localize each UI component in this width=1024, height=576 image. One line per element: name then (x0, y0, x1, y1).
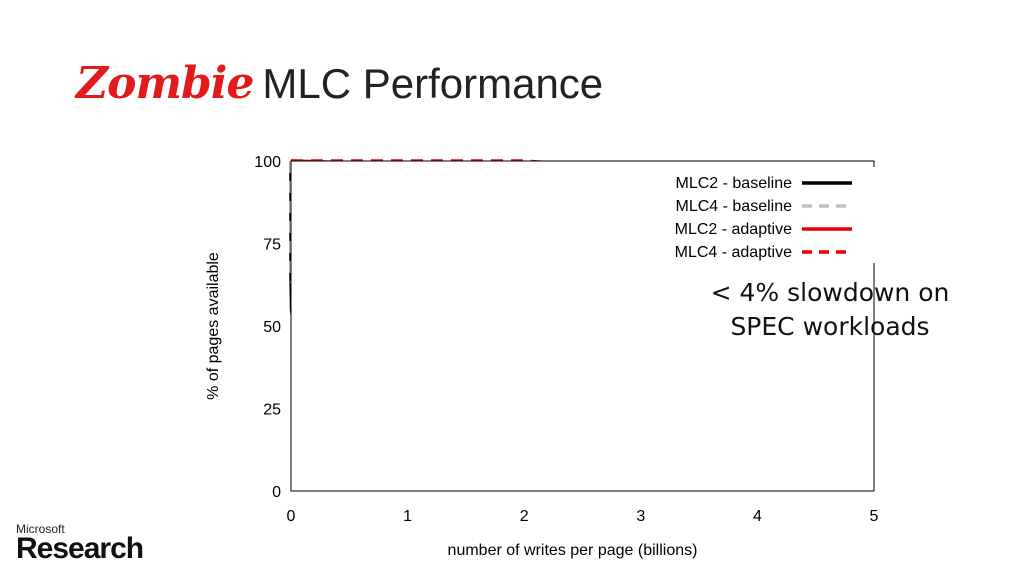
y-axis-label: % of pages available (205, 252, 222, 400)
slide-title: Zombie MLC Performance (76, 58, 603, 109)
callout-line-2: SPEC workloads (730, 312, 930, 341)
y-tick-label: 100 (254, 154, 281, 171)
x-tick-label: 3 (636, 508, 645, 525)
callout-text: < 4% slowdown on SPEC workloads (690, 276, 970, 344)
legend-label: MLC2 - baseline (676, 175, 793, 192)
x-tick-label: 0 (287, 508, 296, 525)
x-axis-label: number of writes per page (billions) (448, 542, 698, 559)
y-tick-label: 25 (263, 402, 281, 419)
logo-microsoft: Microsoft (16, 522, 65, 536)
y-tick-label: 50 (263, 319, 281, 336)
x-tick-label: 1 (403, 508, 412, 525)
x-tick-label: 4 (753, 508, 762, 525)
legend-label: MLC2 - adaptive (675, 221, 792, 238)
title-accent: Zombie (76, 58, 254, 109)
legend-label: MLC4 - baseline (676, 198, 793, 215)
y-tick-label: 0 (272, 484, 281, 501)
logo-research: Research (16, 532, 144, 565)
title-main: MLC Performance (262, 60, 604, 107)
microsoft-research-logo: Microsoft Research (16, 522, 144, 566)
y-tick-label: 75 (263, 237, 281, 254)
legend-label: MLC4 - adaptive (675, 244, 792, 261)
x-tick-label: 5 (870, 508, 879, 525)
callout-line-1: < 4% slowdown on (710, 278, 950, 307)
x-tick-label: 2 (520, 508, 529, 525)
